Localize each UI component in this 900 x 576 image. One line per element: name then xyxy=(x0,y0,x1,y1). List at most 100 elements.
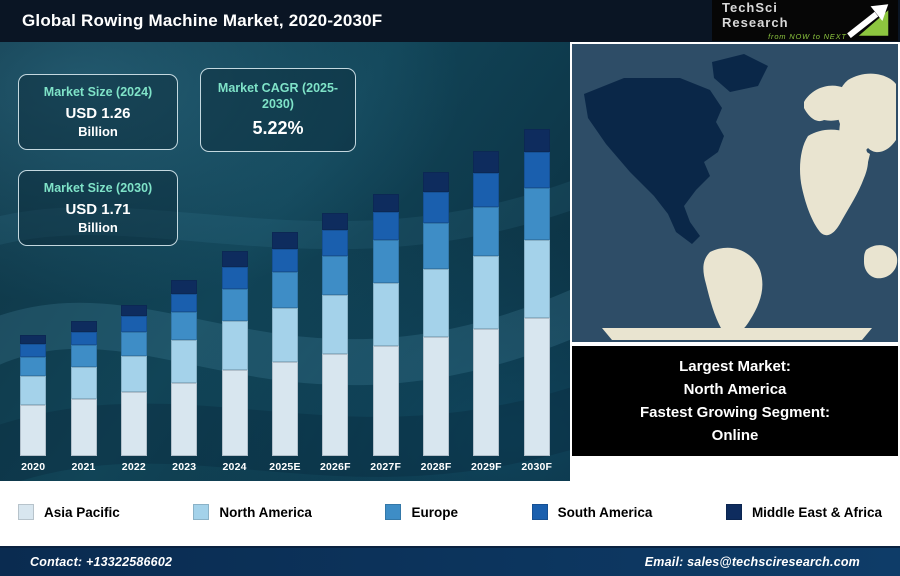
bar-stack xyxy=(423,172,450,456)
bar-segment-north-america xyxy=(70,366,97,400)
chart-panel: Market Size (2024) USD 1.26 Billion Mark… xyxy=(0,42,570,481)
techsci-logo: TechSci Research from NOW to NEXT xyxy=(712,0,898,41)
bar-segment-asia-pacific xyxy=(423,336,450,456)
legend-label: Europe xyxy=(411,504,458,520)
bar-segment-middle-east-africa xyxy=(20,335,47,345)
bar-segment-asia-pacific xyxy=(120,391,147,456)
x-axis-label: 2024 xyxy=(222,461,247,473)
bar-2028f: 2028F xyxy=(419,172,453,475)
bar-segment-middle-east-africa xyxy=(423,172,450,193)
legend-swatch-south-america xyxy=(531,504,548,520)
legend-item-europe: Europe xyxy=(385,504,458,520)
x-axis-label: 2028F xyxy=(420,461,452,473)
bar-segment-europe xyxy=(523,188,550,240)
legend-item-middle-east-africa: Middle East & Africa xyxy=(725,504,882,520)
stacked-bar-chart: 2020 2021 2022 2023 2024 2025E 2026F 2027F 2028F… xyxy=(8,129,562,475)
bar-2025e: 2025E xyxy=(268,232,302,475)
bar-segment-south-america xyxy=(322,230,349,257)
bar-segment-europe xyxy=(171,312,198,340)
logo-text: TechSci Research from NOW to NEXT xyxy=(722,0,847,41)
page-title: Global Rowing Machine Market, 2020-2030F xyxy=(22,11,383,30)
bar-segment-north-america xyxy=(171,339,198,383)
bar-segment-europe xyxy=(20,356,47,376)
bar-stack xyxy=(322,213,349,456)
bar-stack xyxy=(523,129,550,456)
market-cagr-value: 5.22% xyxy=(252,118,304,139)
logo-arrow-icon xyxy=(846,3,889,38)
bar-segment-north-america xyxy=(271,307,298,362)
bar-segment-south-america xyxy=(171,293,198,313)
bar-segment-middle-east-africa xyxy=(473,150,500,174)
bar-2020: 2020 xyxy=(16,335,50,475)
x-axis-label: 2022 xyxy=(121,461,146,473)
bar-2022: 2022 xyxy=(117,305,151,475)
bar-stack xyxy=(70,321,97,456)
bar-segment-south-america xyxy=(221,267,248,289)
logo-name: TechSci Research xyxy=(722,0,789,30)
bar-segment-middle-east-africa xyxy=(523,129,550,153)
bar-segment-asia-pacific xyxy=(171,382,198,456)
bar-segment-north-america xyxy=(221,321,248,370)
fastest-segment-label: Fastest Growing Segment: xyxy=(639,404,831,421)
map-australia xyxy=(864,245,898,279)
market-size-2030-box: Market Size (2030) USD 1.71 Billion xyxy=(18,170,178,246)
map-india xyxy=(856,148,870,170)
market-size-2024-label: Market Size (2024) xyxy=(43,85,153,100)
bar-2024: 2024 xyxy=(218,251,252,475)
legend-item-asia-pacific: Asia Pacific xyxy=(18,504,120,520)
fastest-segment-value: Online xyxy=(711,427,759,444)
market-size-2030-label: Market Size (2030) xyxy=(43,181,153,196)
bar-segment-asia-pacific xyxy=(70,399,97,456)
bar-2029f: 2029F xyxy=(469,150,503,475)
market-size-2024-value: USD 1.26 xyxy=(65,104,131,122)
bar-segment-north-america xyxy=(322,294,349,354)
legend-swatch-north-america xyxy=(193,504,210,520)
world-map-graphic xyxy=(572,44,898,342)
x-axis-label: 2027F xyxy=(370,461,402,473)
bar-segment-south-america xyxy=(70,331,97,346)
x-axis-label: 2026F xyxy=(319,461,351,473)
bar-stack xyxy=(271,232,298,456)
bar-stack xyxy=(221,251,248,456)
x-axis-label: 2029F xyxy=(471,461,502,473)
bar-segment-europe xyxy=(271,272,298,308)
market-highlights-box: Largest Market: North America Fastest Gr… xyxy=(572,346,898,456)
map-north-america xyxy=(584,78,724,244)
bar-segment-south-america xyxy=(523,152,550,189)
bar-segment-north-america xyxy=(120,356,147,392)
bar-segment-middle-east-africa xyxy=(171,279,198,294)
bar-segment-middle-east-africa xyxy=(322,213,349,231)
bar-2030f: 2030F xyxy=(520,129,554,475)
x-axis-label: 2021 xyxy=(71,461,96,473)
contact-phone: Contact: +13322586602 xyxy=(30,555,173,569)
legend-label: Asia Pacific xyxy=(44,504,120,520)
bar-segment-middle-east-africa xyxy=(221,251,248,268)
x-axis-label: 2023 xyxy=(172,461,197,473)
bar-segment-middle-east-africa xyxy=(120,305,147,317)
bar-segment-asia-pacific xyxy=(20,405,47,456)
bar-segment-north-america xyxy=(372,283,399,346)
legend-swatch-asia-pacific xyxy=(18,504,34,520)
bar-stack xyxy=(171,279,198,456)
map-south-america xyxy=(703,247,763,335)
world-map xyxy=(572,44,898,342)
bar-segment-europe xyxy=(120,332,147,357)
bar-2023: 2023 xyxy=(167,279,201,475)
bar-2021: 2021 xyxy=(67,321,101,475)
contact-email: Email: sales@techsciresearch.com xyxy=(644,555,860,569)
market-cagr-label: Market CAGR (2025-2030) xyxy=(217,80,339,111)
bar-segment-middle-east-africa xyxy=(372,194,399,212)
legend-label: Middle East & Africa xyxy=(751,504,882,520)
bar-segment-middle-east-africa xyxy=(70,321,97,332)
legend-item-north-america: North America xyxy=(193,504,312,520)
bar-segment-north-america xyxy=(423,269,450,337)
largest-market-value: North America xyxy=(683,381,787,398)
market-cagr-box: Market CAGR (2025-2030) 5.22% xyxy=(200,68,356,152)
footer-bar: Contact: +13322586602 Email: sales@techs… xyxy=(0,546,900,576)
logo-tagline: from NOW to NEXT xyxy=(768,32,847,41)
bar-segment-asia-pacific xyxy=(473,328,500,456)
bar-segment-europe xyxy=(473,207,500,256)
bar-segment-south-america xyxy=(473,173,500,208)
bar-segment-europe xyxy=(423,223,450,270)
